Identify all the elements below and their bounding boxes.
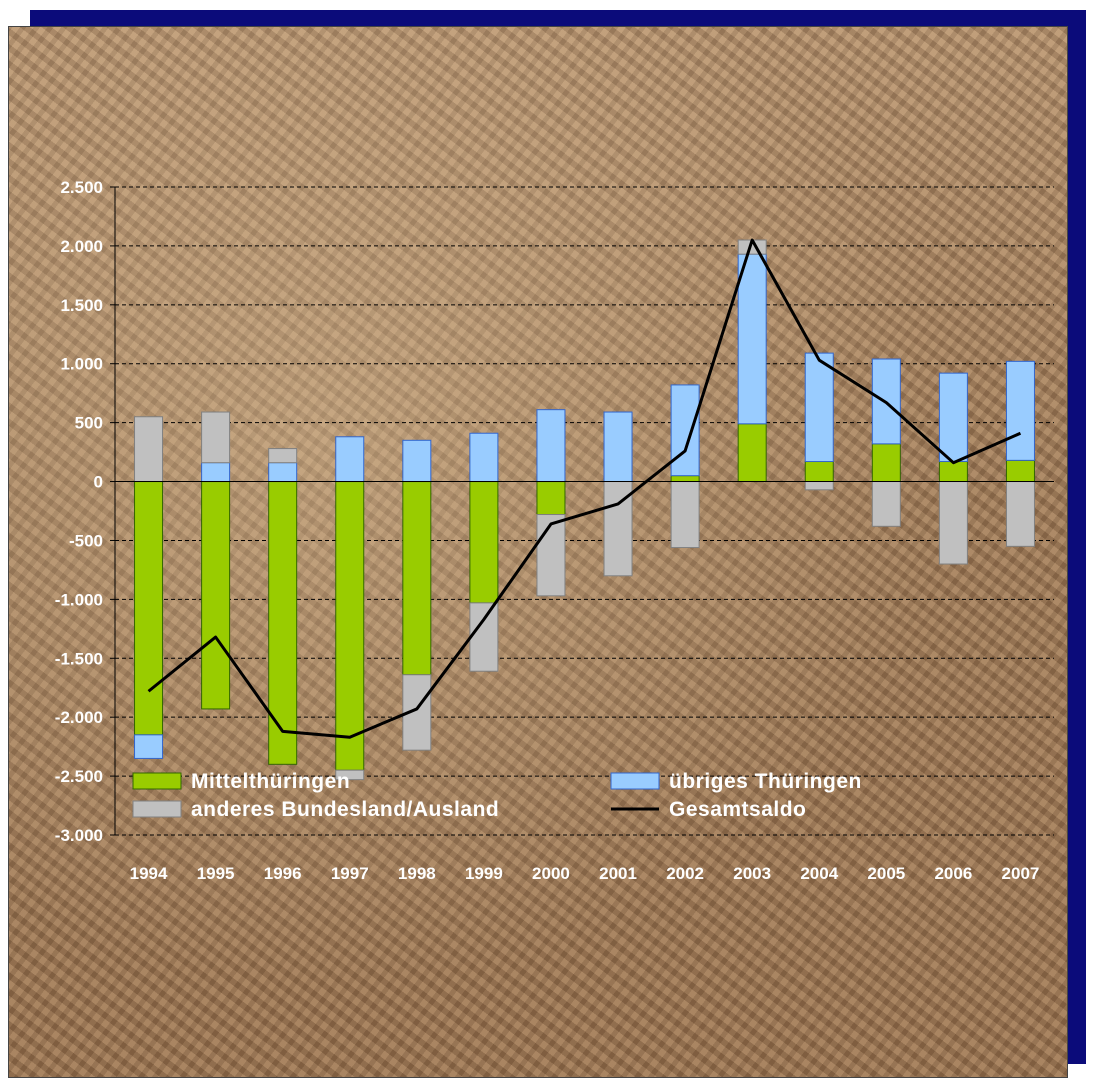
bar-anderes-bundesland-ausland-2007 [1005, 481, 1035, 547]
chart-frame: -3.000 -2.500 -2.000 -1.500 -1.000 -500 0 500 1.… [8, 26, 1068, 1078]
bar-ubriges-thuringen-1999 [469, 432, 499, 483]
total-line [147, 238, 1022, 739]
y-tick-label: 0 [94, 473, 103, 492]
x-tick-labels: 1994 1995 1996 1997 1998 1999 2000 2001 2002 2003… [130, 864, 1040, 883]
bar-mittelthuringen-2003 [737, 423, 767, 483]
x-tick-label: 1994 [130, 864, 168, 883]
legend-label-gesamtsaldo: Gesamtsaldo [669, 798, 806, 821]
bar-ubriges-thuringen-2006 [938, 372, 968, 463]
x-tick-label: 1998 [398, 864, 436, 883]
legend-swatch-mittelthueringen [132, 772, 182, 790]
x-tick-label: 1997 [331, 864, 369, 883]
x-tick-label: 2004 [800, 864, 838, 883]
x-tick-label: 2006 [934, 864, 972, 883]
gridlines [115, 186, 1054, 836]
y-tick-label: -2.000 [55, 708, 103, 727]
bar-ubriges-thuringen-1994 [134, 734, 164, 759]
bars [134, 239, 1035, 781]
bar-anderes-bundesland-ausland-1995 [201, 411, 231, 464]
y-tick-label: -1.000 [55, 590, 103, 609]
y-tick-label: 1.500 [60, 296, 103, 315]
bar-ubriges-thuringen-1995 [201, 462, 231, 483]
x-tick-label: 2000 [532, 864, 570, 883]
bar-anderes-bundesland-ausland-1996 [268, 448, 298, 464]
bar-mittelthuringen-1994 [134, 481, 164, 736]
y-tick-label: 2.000 [60, 237, 103, 256]
x-tick-label: 2005 [867, 864, 905, 883]
legend-swatch-anderes-bundesland [132, 800, 182, 818]
bar-ubriges-thuringen-1997 [335, 436, 365, 483]
y-tick-label: -3.000 [55, 826, 103, 845]
bar-mittelthuringen-1996 [268, 481, 298, 765]
axes [110, 186, 1054, 836]
bar-mittelthuringen-2002 [670, 475, 700, 483]
bar-mittelthuringen-1999 [469, 481, 499, 604]
bar-ubriges-thuringen-2007 [1005, 360, 1035, 461]
x-tick-label: 1996 [264, 864, 302, 883]
bar-anderes-bundesland-ausland-1999 [469, 602, 499, 672]
bar-anderes-bundesland-ausland-1994 [134, 416, 164, 483]
y-tick-labels: -3.000 -2.500 -2.000 -1.500 -1.000 -500 0 500 1.… [55, 178, 103, 845]
line-gesamtsaldo [147, 238, 1022, 739]
bar-anderes-bundesland-ausland-2002 [670, 481, 700, 549]
legend-swatch-uebriges-thueringen [610, 772, 660, 790]
x-tick-label: 1999 [465, 864, 503, 883]
y-tick-label: -2.500 [55, 767, 103, 786]
bar-ubriges-thuringen-2001 [603, 411, 633, 483]
bar-mittelthuringen-1997 [335, 481, 365, 771]
x-tick-label: 2007 [1002, 864, 1040, 883]
y-tick-label: 2.500 [60, 178, 103, 197]
y-tick-label: -1.500 [55, 649, 103, 668]
bar-mittelthuringen-2007 [1005, 459, 1035, 483]
bar-mittelthuringen-2005 [871, 443, 901, 483]
bar-anderes-bundesland-ausland-1997 [335, 769, 365, 781]
bar-anderes-bundesland-ausland-2004 [804, 481, 834, 491]
bar-ubriges-thuringen-2002 [670, 384, 700, 477]
bar-anderes-bundesland-ausland-2000 [536, 514, 566, 597]
bar-ubriges-thuringen-2003 [737, 253, 767, 425]
x-tick-label: 1995 [197, 864, 235, 883]
legend-label-uebriges-thueringen: übriges Thüringen [669, 770, 862, 793]
bar-anderes-bundesland-ausland-2005 [871, 481, 901, 527]
bar-ubriges-thuringen-1998 [402, 439, 432, 483]
y-tick-label: -500 [69, 531, 103, 550]
x-tick-label: 2003 [733, 864, 771, 883]
x-tick-label: 2002 [666, 864, 704, 883]
bar-mittelthuringen-2004 [804, 461, 834, 483]
bar-anderes-bundesland-ausland-2006 [938, 481, 968, 565]
legend: Mittelthüringen übriges Thüringen andere… [132, 770, 862, 821]
bar-ubriges-thuringen-1996 [268, 462, 298, 483]
bar-mittelthuringen-1998 [402, 481, 432, 676]
legend-label-anderes-bundesland: anderes Bundesland/Ausland [191, 798, 499, 821]
bar-line-chart: -3.000 -2.500 -2.000 -1.500 -1.000 -500 0 500 1.… [55, 178, 1054, 883]
y-tick-label: 1.000 [60, 355, 103, 374]
x-tick-label: 2001 [599, 864, 637, 883]
bar-ubriges-thuringen-2000 [536, 409, 566, 483]
y-tick-label: 500 [75, 414, 103, 433]
bar-mittelthuringen-2000 [536, 481, 566, 516]
bar-mittelthuringen-1995 [201, 481, 231, 710]
legend-label-mittelthueringen: Mittelthüringen [191, 770, 350, 793]
bar-ubriges-thuringen-2004 [804, 352, 834, 463]
bar-mittelthuringen-2006 [938, 461, 968, 483]
